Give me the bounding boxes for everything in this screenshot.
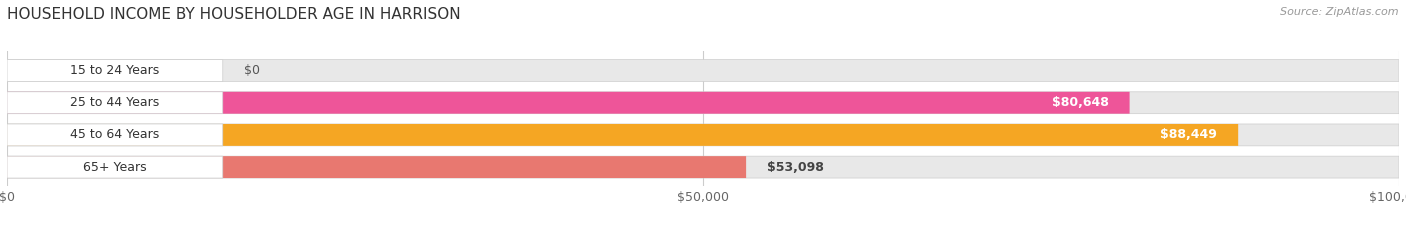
Text: 45 to 64 Years: 45 to 64 Years bbox=[70, 128, 159, 141]
FancyBboxPatch shape bbox=[7, 60, 1399, 82]
FancyBboxPatch shape bbox=[7, 156, 222, 178]
FancyBboxPatch shape bbox=[7, 124, 222, 146]
Text: $80,648: $80,648 bbox=[1052, 96, 1109, 109]
Text: Source: ZipAtlas.com: Source: ZipAtlas.com bbox=[1281, 7, 1399, 17]
FancyBboxPatch shape bbox=[7, 92, 1129, 114]
Text: HOUSEHOLD INCOME BY HOUSEHOLDER AGE IN HARRISON: HOUSEHOLD INCOME BY HOUSEHOLDER AGE IN H… bbox=[7, 7, 461, 22]
Text: $53,098: $53,098 bbox=[768, 161, 824, 174]
Text: 15 to 24 Years: 15 to 24 Years bbox=[70, 64, 159, 77]
Text: 25 to 44 Years: 25 to 44 Years bbox=[70, 96, 159, 109]
Text: $0: $0 bbox=[243, 64, 260, 77]
FancyBboxPatch shape bbox=[7, 124, 1399, 146]
FancyBboxPatch shape bbox=[7, 92, 1399, 114]
FancyBboxPatch shape bbox=[7, 124, 1239, 146]
FancyBboxPatch shape bbox=[7, 156, 747, 178]
Text: $88,449: $88,449 bbox=[1160, 128, 1218, 141]
FancyBboxPatch shape bbox=[7, 92, 222, 114]
Text: 65+ Years: 65+ Years bbox=[83, 161, 146, 174]
FancyBboxPatch shape bbox=[7, 156, 1399, 178]
FancyBboxPatch shape bbox=[7, 60, 222, 82]
